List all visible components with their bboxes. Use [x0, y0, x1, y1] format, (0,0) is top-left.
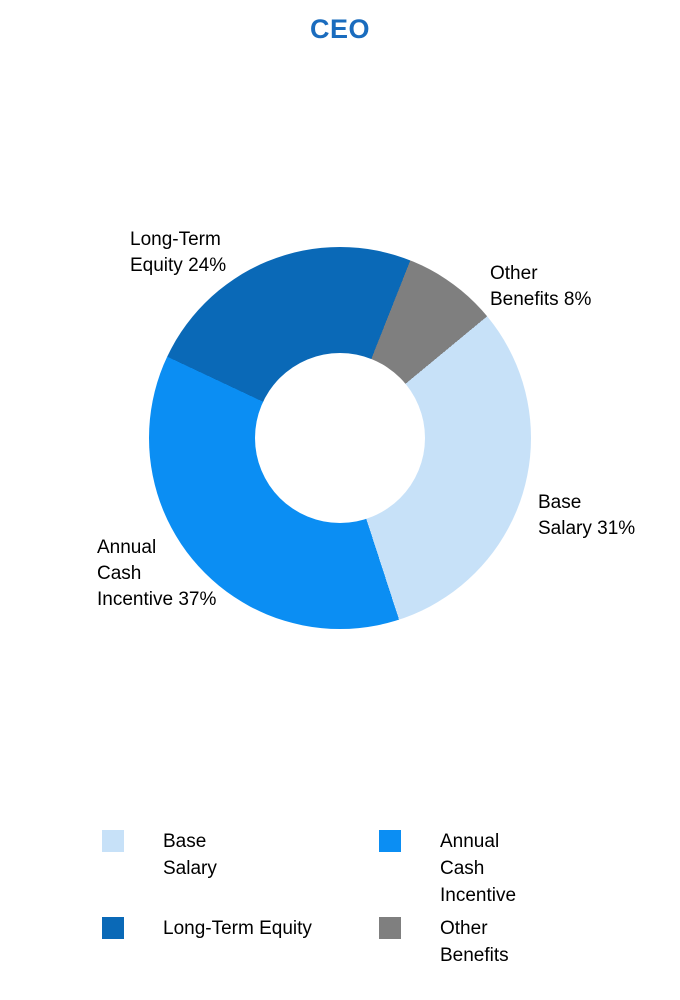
slice-label-line: Cash — [97, 563, 142, 584]
slice-label-annual-cash-incentive: Annual Cash Incentive 37% — [97, 535, 216, 613]
legend-label-line: Long-Term Equity — [163, 918, 312, 939]
legend-item-long-term-equity: Long-Term Equity — [102, 915, 312, 942]
legend-label-line: Salary — [163, 858, 217, 879]
legend-label-line: Incentive — [440, 885, 517, 906]
legend-label-line: Base — [163, 831, 207, 852]
slice-label-long-term-equity: Long-Term Equity 24% — [130, 227, 226, 279]
slice-label-line: Incentive 37% — [97, 589, 217, 610]
legend-swatch-long-term-equity — [102, 917, 124, 939]
slice-label-line: Benefits 8% — [490, 289, 592, 310]
legend-label-long-term-equity: Long-Term Equity — [163, 915, 312, 942]
legend-swatch-other-benefits — [379, 917, 401, 939]
legend-item-annual-cash-incentive: Annual Cash Incentive — [379, 828, 516, 909]
slice-label-line: Base — [538, 492, 582, 513]
legend-label-line: Other — [440, 918, 488, 939]
slice-label-line: Other — [490, 263, 538, 284]
donut-hole — [255, 353, 425, 523]
chart-title: CEO — [309, 14, 370, 44]
legend-swatch-annual-cash-incentive — [379, 830, 401, 852]
legend-label-annual-cash-incentive: Annual Cash Incentive — [440, 828, 516, 909]
legend-label-base-salary: Base Salary — [163, 828, 217, 882]
legend-item-other-benefits: Other Benefits — [379, 915, 509, 969]
legend-swatch-base-salary — [102, 830, 124, 852]
slice-label-line: Salary 31% — [538, 518, 636, 539]
slice-label-line: Long-Term — [130, 229, 221, 250]
legend-label-line: Annual — [440, 831, 500, 852]
legend-label-line: Cash — [440, 858, 485, 879]
legend-label-line: Benefits — [440, 945, 509, 966]
legend-label-other-benefits: Other Benefits — [440, 915, 509, 969]
slice-label-other-benefits: Other Benefits 8% — [490, 261, 591, 313]
donut-chart — [149, 247, 531, 629]
legend-item-base-salary: Base Salary — [102, 828, 217, 882]
slice-label-line: Annual — [97, 537, 157, 558]
slice-label-base-salary: Base Salary 31% — [538, 490, 635, 542]
slice-label-line: Equity 24% — [130, 255, 227, 276]
